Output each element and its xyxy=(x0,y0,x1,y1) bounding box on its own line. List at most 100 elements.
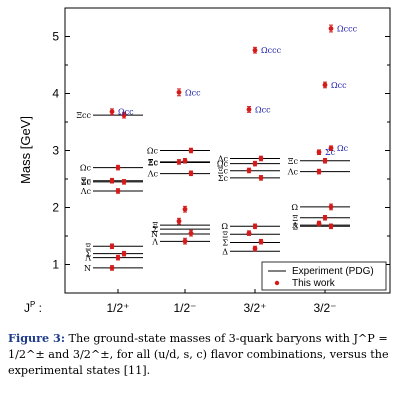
level-label: Ξc xyxy=(288,157,299,166)
level-label: Λc xyxy=(147,170,159,179)
this-work-point xyxy=(182,158,188,164)
level-label: Λc xyxy=(287,168,299,177)
this-work-point xyxy=(182,206,188,212)
level-label: Σ xyxy=(152,225,158,234)
jp-axis-label: JP : xyxy=(24,300,42,315)
this-work-point xyxy=(252,223,258,229)
level-label: Ξ xyxy=(85,242,91,251)
this-work-point xyxy=(328,204,334,210)
this-work-point xyxy=(252,47,258,53)
level-label: Ξ xyxy=(152,221,158,230)
this-work-point xyxy=(246,107,252,112)
category-label: 3/2⁻ xyxy=(313,301,336,315)
predicted-state-label: Ωcc xyxy=(255,105,271,114)
level-label: Σc xyxy=(148,158,159,167)
this-work-point xyxy=(115,188,121,194)
category-label: 1/2⁺ xyxy=(106,301,129,315)
level-label: Σc xyxy=(81,178,92,187)
category-label: 3/2⁺ xyxy=(243,301,266,315)
level-label: Λc xyxy=(217,154,229,163)
this-work-point xyxy=(252,161,258,167)
predicted-state-label: Ωcc xyxy=(331,81,347,90)
this-work-point xyxy=(121,251,127,257)
this-work-point xyxy=(176,89,182,95)
level-label: Ωc xyxy=(80,164,92,173)
level-label: Λ xyxy=(291,221,298,230)
this-work-point xyxy=(176,218,182,224)
caption-text: The ground-state masses of 3-quark baryo… xyxy=(8,332,389,377)
figure-label: Figure 3: xyxy=(8,331,65,345)
this-work-point xyxy=(121,112,127,118)
this-work-point xyxy=(316,221,322,226)
level-label: Ξc xyxy=(218,167,229,176)
predicted-state-label: Ωc xyxy=(337,144,349,153)
level-label: Ω xyxy=(291,203,298,212)
this-work-point xyxy=(182,238,188,244)
level-label: Ξcc xyxy=(76,111,91,120)
level-label: Σ xyxy=(85,250,91,259)
level-label: Ξ xyxy=(292,214,298,223)
this-work-point xyxy=(109,109,115,115)
legend-box xyxy=(261,261,387,291)
this-work-point xyxy=(188,148,194,153)
level-label: Σ xyxy=(292,222,298,231)
level-label: N xyxy=(151,230,158,239)
legend-dot-marker xyxy=(274,280,280,286)
predicted-state-label: Σc xyxy=(325,148,336,157)
this-work-point xyxy=(109,178,115,184)
level-label: Ω xyxy=(221,222,228,231)
this-work-point xyxy=(328,223,334,229)
this-work-point xyxy=(121,179,127,185)
level-label: Σ xyxy=(222,239,228,248)
legend-thiswork-label: This work xyxy=(292,278,336,289)
this-work-point xyxy=(115,255,121,261)
predicted-state-label: Ωcc xyxy=(118,108,134,117)
y-tick-label: 2 xyxy=(52,201,59,215)
predicted-state-label: Ωccc xyxy=(337,25,358,34)
predicted-state-label: Ωccc xyxy=(261,46,282,55)
this-work-point xyxy=(246,168,252,173)
level-label: N xyxy=(84,264,91,273)
this-work-point xyxy=(115,165,121,171)
this-work-point xyxy=(258,239,264,245)
this-work-point xyxy=(316,169,322,174)
level-label: Ωc xyxy=(217,160,229,169)
y-axis: 1 2 3 4 5 xyxy=(52,7,390,294)
figure-caption: Figure 3: The ground-state masses of 3-q… xyxy=(8,330,408,379)
y-axis-title: Mass [GeV] xyxy=(18,116,33,184)
y-tick-label: 5 xyxy=(52,30,59,44)
this-work-point xyxy=(328,26,334,31)
this-work-point xyxy=(246,230,252,236)
x-axis: JP : 1/2⁺ 1/2⁻ 3/2⁺ 3/2⁻ xyxy=(24,289,337,315)
this-work-point xyxy=(322,82,328,88)
this-work-point xyxy=(188,170,194,176)
this-work-point xyxy=(322,158,328,164)
predicted-state-label: Ωcc xyxy=(185,88,201,97)
this-work-point xyxy=(176,159,182,165)
legend-experiment-label: Experiment (PDG) xyxy=(292,266,374,277)
level-label: Σc xyxy=(218,174,229,183)
level-label: Ωc xyxy=(147,147,159,156)
this-work-point xyxy=(109,243,115,249)
this-work-point xyxy=(328,145,334,151)
level-label: Ξc xyxy=(148,158,159,167)
y-tick-label: 4 xyxy=(52,87,59,101)
this-work-point xyxy=(258,156,264,161)
y-tick-label: 3 xyxy=(52,144,59,158)
level-label: Ξc xyxy=(81,177,92,186)
category-label: 1/2⁻ xyxy=(173,301,196,315)
this-work-point xyxy=(322,215,328,221)
level-label: Ξ xyxy=(222,230,228,239)
level-label: Λc xyxy=(80,187,92,196)
level-label: Λ xyxy=(151,237,158,246)
this-work-point xyxy=(109,265,115,271)
this-work-point xyxy=(316,149,322,155)
level-label: Δ xyxy=(222,247,228,256)
this-work-point xyxy=(252,246,258,251)
this-work-point xyxy=(258,175,264,181)
legend: Experiment (PDG)This work xyxy=(261,261,387,291)
level-label: Λ xyxy=(84,254,91,263)
y-tick-label: 1 xyxy=(52,258,59,272)
